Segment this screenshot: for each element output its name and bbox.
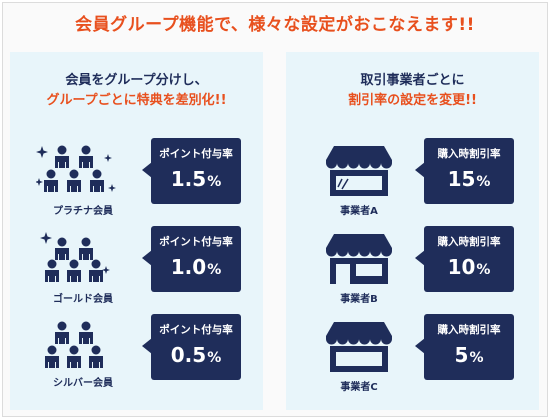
rate-unit: % xyxy=(207,350,222,366)
discount-value: 15 xyxy=(447,167,476,191)
gold-caption: ゴールド会員 xyxy=(53,294,113,305)
discount-label: 購入時割引率 xyxy=(437,148,501,160)
rate-value: 0.5 xyxy=(170,343,207,367)
rate-label: ポイント付与率 xyxy=(159,236,233,248)
discount-unit: % xyxy=(476,262,491,278)
gold-rate-bubble: ポイント付与率 1.0% xyxy=(142,226,241,292)
silver-row: シルバー会員 ポイント付与率 0.5% xyxy=(10,314,263,402)
platinum-members-icon xyxy=(36,140,120,196)
business-panel-title: 取引事業者ごとに xyxy=(360,73,465,88)
headline: 会員グループ機能で、様々な設定がおこなえます!! xyxy=(75,15,475,35)
store-a-icon xyxy=(324,140,394,196)
rate-value: 1.0 xyxy=(170,255,207,279)
rate-label: ポイント付与率 xyxy=(159,148,233,160)
business-c-caption: 事業者C xyxy=(340,382,378,393)
silver-caption: シルバー会員 xyxy=(53,378,113,389)
business-a-row: 事業者A 購入時割引率 15% xyxy=(286,138,539,226)
gold-row: ゴールド会員 ポイント付与率 1.0% xyxy=(10,226,263,314)
discount-label: 購入時割引率 xyxy=(437,324,501,336)
silver-members-icon xyxy=(44,316,120,372)
business-a-caption: 事業者A xyxy=(340,206,378,217)
member-panel-title: 会員をグループ分けし、 xyxy=(65,73,208,88)
business-panel-subtitle: 割引率の設定を変更!! xyxy=(348,93,477,108)
member-group-panel: 会員をグループ分けし、 グループごとに特典を差別化!! プラチナ会員 xyxy=(10,52,263,410)
rate-unit: % xyxy=(207,262,222,278)
business-b-discount-bubble: 購入時割引率 10% xyxy=(415,226,514,292)
store-b-icon xyxy=(324,228,394,284)
rate-unit: % xyxy=(207,174,222,190)
discount-label: 購入時割引率 xyxy=(437,236,501,248)
discount-unit: % xyxy=(476,174,491,190)
platinum-row: プラチナ会員 ポイント付与率 1.5% xyxy=(10,138,263,226)
member-panel-subtitle: グループごとに特典を差別化!! xyxy=(46,93,227,108)
rate-label: ポイント付与率 xyxy=(159,324,233,336)
discount-value: 10 xyxy=(447,255,476,279)
business-b-row: 事業者B 購入時割引率 10% xyxy=(286,226,539,314)
store-c-icon xyxy=(324,316,394,372)
business-discount-panel: 取引事業者ごとに 割引率の設定を変更!! 事業者A 購入時割引率 15% xyxy=(286,52,539,410)
rate-value: 1.5 xyxy=(170,167,207,191)
platinum-rate-bubble: ポイント付与率 1.5% xyxy=(142,138,241,204)
silver-rate-bubble: ポイント付与率 0.5% xyxy=(142,314,241,380)
discount-value: 5 xyxy=(454,343,469,367)
business-a-discount-bubble: 購入時割引率 15% xyxy=(415,138,514,204)
discount-unit: % xyxy=(469,350,484,366)
business-b-caption: 事業者B xyxy=(340,294,378,305)
gold-members-icon xyxy=(40,228,120,284)
business-c-discount-bubble: 購入時割引率 5% xyxy=(415,314,514,380)
business-c-row: 事業者C 購入時割引率 5% xyxy=(286,314,539,402)
platinum-caption: プラチナ会員 xyxy=(53,206,113,217)
